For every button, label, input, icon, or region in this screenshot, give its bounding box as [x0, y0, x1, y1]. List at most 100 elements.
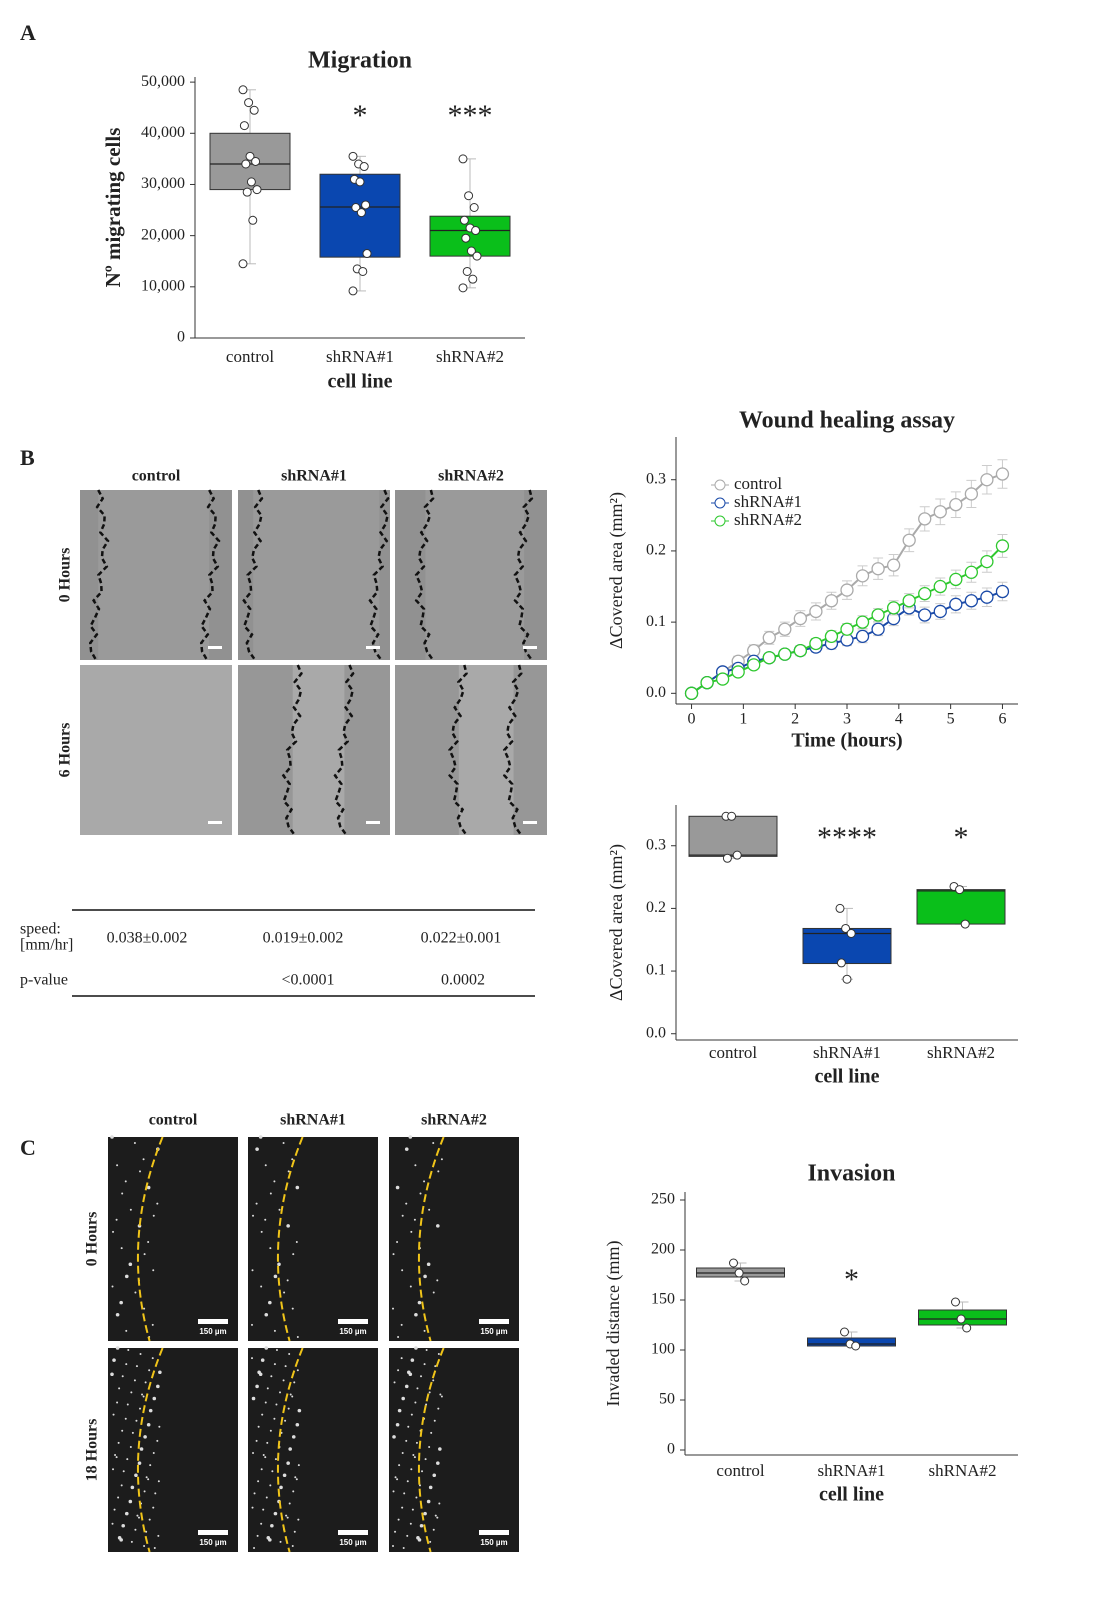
legend-label: shRNA#2 [734, 510, 802, 529]
cell-dot [430, 1431, 433, 1434]
table-cell: <0.0001 [281, 972, 334, 989]
data-point [933, 604, 947, 619]
cell-dot [257, 1480, 260, 1483]
y-tick-label: 0.1 [646, 613, 666, 630]
data-point [729, 1258, 738, 1268]
cell-dot [437, 1170, 440, 1173]
significance: * [954, 821, 969, 854]
invasion-front [136, 1136, 164, 1342]
cell-dot [273, 1180, 276, 1183]
x-tick-label: 2 [791, 711, 799, 728]
cell-dot [423, 1274, 427, 1279]
cell-dot [152, 1452, 155, 1455]
cell-dot [145, 1476, 148, 1479]
cell-dot [428, 1391, 431, 1394]
cell-dot [428, 1445, 431, 1448]
data-point [840, 583, 854, 597]
cell-dot [284, 1365, 287, 1368]
scale-label: 150 µm [339, 1538, 366, 1547]
data-point [472, 251, 482, 261]
cell-dot [121, 1429, 124, 1432]
cell-dot [287, 1170, 290, 1173]
cell-dot [120, 1484, 123, 1487]
cell-dot [156, 1439, 159, 1442]
data-point [980, 590, 994, 604]
cell-dot [135, 1419, 138, 1422]
cell-dot [255, 1147, 259, 1151]
cell-dot [397, 1369, 400, 1372]
cell-dot [270, 1523, 274, 1528]
cell-dot [251, 1506, 254, 1509]
cell-dot [282, 1473, 287, 1478]
data-point [918, 586, 932, 601]
cell-dot [125, 1329, 128, 1332]
x-tick-label: shRNA#2 [928, 1461, 996, 1480]
cell-dot [288, 1502, 291, 1505]
y-axis-label: ΔCovered area (mm²) [606, 844, 627, 1001]
data-point [348, 151, 358, 161]
cell-dot [426, 1499, 431, 1504]
cell-dot [253, 1546, 256, 1549]
scale-bar [338, 1530, 368, 1535]
cell-dot [392, 1490, 395, 1493]
cell-dot [252, 1214, 255, 1217]
micrograph [238, 490, 390, 660]
cell-dot [297, 1408, 302, 1413]
cell-dot [112, 1358, 116, 1362]
cell-dot [439, 1393, 442, 1396]
invasion-front [276, 1347, 304, 1553]
cell-dot [135, 1365, 138, 1368]
data-point [995, 584, 1010, 599]
cell-dot [130, 1485, 135, 1490]
scale-bar [208, 821, 222, 824]
cell-dot [147, 1241, 150, 1244]
data-point [949, 597, 963, 611]
cell-dot [278, 1208, 281, 1211]
cell-dot [423, 1180, 426, 1183]
cell-dot [122, 1470, 125, 1473]
significance: *** [448, 99, 493, 132]
cell-dot [144, 1381, 147, 1384]
box [916, 889, 1006, 925]
cell-dot [418, 1484, 421, 1487]
cell-dot [264, 1218, 267, 1221]
cell-dot [269, 1484, 272, 1487]
cell-dot [128, 1499, 133, 1504]
legend-label: shRNA#1 [734, 492, 802, 511]
cell-dot [115, 1346, 120, 1350]
cell-dot [158, 1370, 162, 1375]
table-cell: 0.022±0.001 [421, 930, 502, 947]
cell-dot [291, 1544, 294, 1547]
cell-dot [295, 1185, 300, 1190]
table-row-label: [mm/hr] [20, 937, 73, 954]
cell-dot [269, 1247, 272, 1250]
image-column-label: shRNA#1 [280, 1112, 346, 1129]
data-point [855, 629, 870, 644]
cell-dot [261, 1413, 264, 1416]
data-point [348, 286, 358, 296]
data-point [471, 226, 481, 236]
data-point [902, 594, 916, 608]
cell-dot [397, 1335, 400, 1338]
significance: **** [817, 821, 877, 854]
data-point [871, 622, 885, 636]
data-point [355, 177, 365, 187]
cell-dot [111, 1285, 114, 1288]
cell-dot [257, 1425, 260, 1428]
cell-dot [433, 1419, 436, 1422]
wound-edge [88, 489, 110, 661]
cell-dot [286, 1516, 289, 1519]
legend-marker [714, 479, 726, 491]
cell-dot [251, 1396, 256, 1401]
x-tick-label: 3 [843, 711, 851, 728]
data-point [980, 473, 994, 487]
cell-dot [394, 1530, 397, 1533]
cell-dot [251, 1269, 254, 1272]
cell-dot [437, 1407, 440, 1410]
cell-dot [112, 1230, 115, 1233]
cell-dot [415, 1441, 418, 1444]
chart-title: Wound healing assay [739, 408, 955, 434]
cell-dot [419, 1523, 424, 1528]
y-tick-label: 250 [651, 1191, 675, 1208]
cell-dot [410, 1468, 413, 1471]
